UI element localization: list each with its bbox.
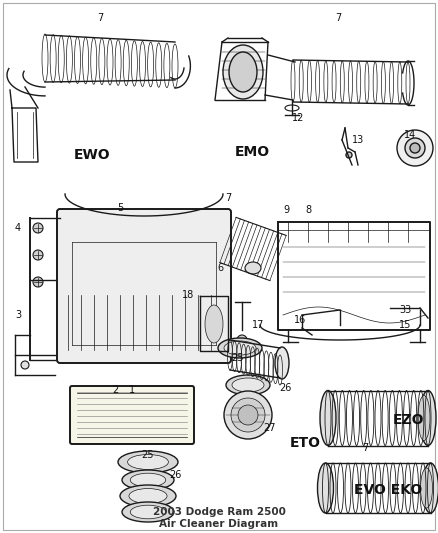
Text: EVO EKO: EVO EKO	[354, 483, 422, 497]
Text: 7: 7	[97, 13, 103, 23]
Ellipse shape	[131, 473, 166, 487]
Text: 5: 5	[117, 203, 123, 213]
Ellipse shape	[275, 347, 289, 379]
Ellipse shape	[226, 375, 270, 395]
Ellipse shape	[131, 505, 166, 519]
Circle shape	[397, 130, 433, 166]
Circle shape	[33, 250, 43, 260]
Ellipse shape	[224, 391, 272, 439]
Text: 27: 27	[264, 423, 276, 433]
Circle shape	[33, 277, 43, 287]
Text: EWO: EWO	[74, 148, 110, 162]
Ellipse shape	[122, 502, 174, 522]
Text: 2003 Dodge Ram 2500
Air Cleaner Diagram: 2003 Dodge Ram 2500 Air Cleaner Diagram	[152, 507, 286, 529]
Text: 17: 17	[252, 320, 264, 330]
Text: 2: 2	[112, 385, 118, 395]
Ellipse shape	[205, 305, 223, 343]
Circle shape	[33, 223, 43, 233]
Text: 15: 15	[399, 320, 411, 330]
Ellipse shape	[231, 398, 265, 432]
Text: 25: 25	[232, 353, 244, 363]
Ellipse shape	[229, 52, 257, 92]
Ellipse shape	[120, 485, 176, 507]
Text: 33: 33	[399, 305, 411, 315]
Text: 6: 6	[217, 263, 223, 273]
Ellipse shape	[129, 489, 167, 504]
Text: 25: 25	[142, 450, 154, 460]
Text: 1: 1	[129, 385, 135, 395]
Ellipse shape	[423, 463, 438, 513]
Circle shape	[410, 143, 420, 153]
Text: 7: 7	[362, 443, 368, 453]
Text: 14: 14	[404, 130, 416, 140]
Circle shape	[405, 138, 425, 158]
Text: 13: 13	[352, 135, 364, 145]
Text: 9: 9	[283, 205, 289, 215]
Ellipse shape	[320, 391, 336, 446]
Ellipse shape	[223, 45, 263, 99]
FancyBboxPatch shape	[57, 209, 231, 363]
Text: 7: 7	[335, 13, 341, 23]
Text: 3: 3	[15, 310, 21, 320]
Ellipse shape	[118, 451, 178, 473]
Ellipse shape	[238, 405, 258, 425]
Circle shape	[237, 335, 247, 345]
Ellipse shape	[218, 338, 262, 358]
Ellipse shape	[127, 455, 168, 470]
FancyBboxPatch shape	[70, 386, 194, 444]
Ellipse shape	[318, 463, 333, 513]
Ellipse shape	[224, 341, 256, 355]
Text: EMO: EMO	[234, 145, 269, 159]
Circle shape	[346, 152, 352, 158]
Ellipse shape	[420, 468, 432, 508]
Ellipse shape	[122, 470, 174, 490]
Text: 16: 16	[294, 315, 306, 325]
Text: EZO: EZO	[392, 413, 424, 427]
Circle shape	[21, 361, 29, 369]
Text: 7: 7	[225, 193, 231, 203]
Ellipse shape	[232, 378, 264, 392]
Text: 12: 12	[292, 113, 304, 123]
Text: 26: 26	[279, 383, 291, 393]
Text: 8: 8	[305, 205, 311, 215]
Text: 26: 26	[169, 470, 181, 480]
Ellipse shape	[420, 391, 436, 446]
Text: ETO: ETO	[290, 436, 321, 450]
Text: 4: 4	[15, 223, 21, 233]
Ellipse shape	[245, 262, 261, 274]
Text: 18: 18	[182, 290, 194, 300]
Ellipse shape	[418, 395, 430, 440]
